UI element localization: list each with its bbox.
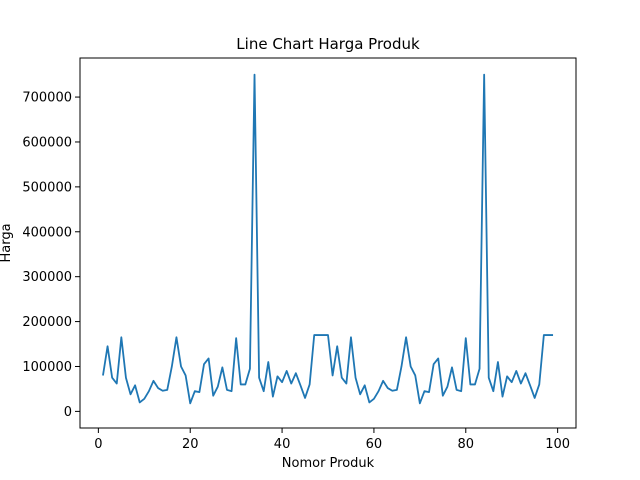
- x-axis-label: Nomor Produk: [282, 456, 375, 471]
- x-tick-label: 100: [545, 437, 570, 452]
- y-axis-label: Harga: [0, 223, 14, 262]
- plot-frame: [79, 57, 577, 429]
- x-axis: 0 20 40 60 80 100: [94, 428, 570, 452]
- x-tick-label: 60: [366, 437, 383, 452]
- x-tick-label: 80: [458, 437, 475, 452]
- chart-title: Line Chart Harga Produk: [236, 35, 420, 53]
- x-tick-label: 20: [182, 437, 199, 452]
- x-tick-label: 0: [94, 437, 102, 452]
- y-tick-label: 400000: [22, 225, 72, 240]
- y-tick-label: 500000: [22, 180, 72, 195]
- y-tick-label: 700000: [22, 91, 72, 106]
- x-tick-label: 40: [274, 437, 291, 452]
- y-tick-label: 300000: [22, 270, 72, 285]
- y-tick-label: 200000: [22, 315, 72, 330]
- y-axis: 0 100000 200000 300000 400000 500000 600000 700…: [22, 91, 80, 420]
- price-series-line: [102, 73, 554, 405]
- y-tick-label: 100000: [22, 360, 72, 375]
- y-tick-label: 600000: [22, 135, 72, 150]
- y-tick-label: 0: [64, 405, 72, 420]
